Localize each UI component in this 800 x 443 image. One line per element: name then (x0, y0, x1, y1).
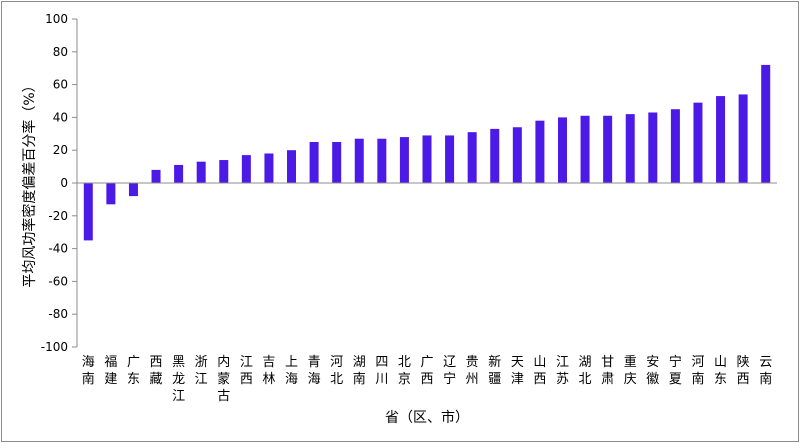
bar (625, 114, 635, 183)
y-tick-label: 80 (53, 45, 68, 59)
bar (467, 132, 477, 183)
category-label: 山东 (714, 355, 727, 387)
category-label: 广西 (420, 355, 433, 387)
category-label: 湖北 (579, 355, 592, 387)
bar (264, 153, 274, 183)
category-label: 福建 (104, 355, 117, 387)
category-label: 江苏 (556, 355, 569, 387)
category-label: 云南 (759, 355, 772, 387)
y-axis: -100 -80 -60 -40 -20 0 20 40 60 80 100 (41, 12, 77, 354)
bar (287, 150, 297, 183)
category-label: 宁夏 (669, 354, 682, 387)
category-label: 上海 (285, 355, 298, 387)
y-tick-label: -20 (48, 209, 68, 223)
category-label: 天津 (511, 355, 524, 387)
y-tick-label: 0 (60, 176, 68, 190)
y-tick-label: -80 (48, 307, 68, 321)
bar (399, 137, 409, 183)
bar (151, 169, 161, 183)
bar (761, 64, 771, 183)
bar (670, 109, 680, 183)
x-axis-labels: 海南福建广东西藏黑龙江浙江内蒙古江西吉林上海青海河北湖南四川北京广西辽宁贵州新疆… (82, 354, 772, 404)
category-label: 四川 (375, 355, 388, 387)
category-label: 陕西 (737, 355, 750, 387)
bar (580, 115, 590, 183)
bar (83, 183, 93, 241)
y-tick-label: -60 (48, 274, 68, 288)
bar (693, 102, 703, 183)
y-tick-label: -40 (48, 242, 68, 256)
category-label: 甘肃 (601, 355, 614, 387)
bar (219, 160, 229, 183)
bar (174, 164, 184, 183)
category-label: 重庆 (624, 354, 637, 387)
bar (738, 94, 748, 183)
category-label: 湖南 (353, 355, 366, 387)
axes (76, 19, 777, 347)
bar (557, 117, 567, 183)
bar (648, 112, 658, 183)
category-label: 浙江 (195, 355, 208, 387)
category-label: 黑龙江 (172, 355, 185, 404)
category-label: 广东 (127, 355, 140, 387)
category-label: 山西 (533, 355, 546, 387)
bar (354, 138, 364, 183)
y-tick-label: 100 (45, 12, 68, 26)
x-axis-title: 省（区、市） (385, 409, 469, 426)
bar (716, 96, 726, 183)
bar (445, 135, 455, 183)
bar (603, 115, 613, 183)
bar (241, 155, 251, 183)
y-tick-label: -100 (41, 340, 68, 354)
y-tick-label: 40 (53, 110, 68, 124)
category-label: 西藏 (150, 355, 163, 387)
bar (422, 135, 432, 183)
y-tick-label: 20 (53, 143, 68, 157)
category-label: 北京 (398, 355, 411, 387)
category-label: 河北 (330, 355, 343, 387)
category-label: 新疆 (488, 354, 501, 387)
category-label: 内蒙古 (217, 354, 230, 404)
bar (490, 128, 500, 183)
bar (196, 161, 206, 183)
bar (512, 127, 522, 183)
bar (332, 142, 342, 183)
category-label: 贵州 (466, 355, 479, 387)
category-label: 安徽 (646, 355, 659, 387)
category-label: 海南 (82, 355, 95, 387)
bar (535, 120, 545, 183)
category-label: 辽宁 (443, 355, 456, 387)
bars (83, 64, 771, 241)
category-label: 河南 (691, 355, 704, 387)
bar (309, 142, 319, 183)
bar (106, 183, 116, 205)
category-label: 青海 (308, 355, 321, 387)
bar (377, 138, 387, 183)
bar (128, 183, 138, 197)
category-label: 江西 (240, 355, 253, 387)
category-label: 吉林 (262, 355, 275, 387)
y-axis-title: 平均风功率密度偏差百分率（%） (21, 78, 38, 287)
y-tick-label: 60 (53, 78, 68, 92)
